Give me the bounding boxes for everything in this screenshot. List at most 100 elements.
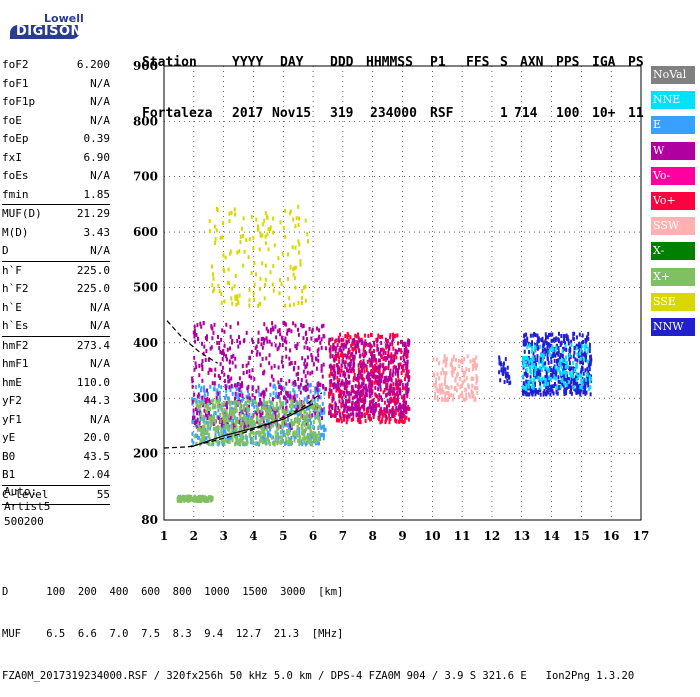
echo-point — [394, 417, 397, 422]
echo-point — [220, 292, 223, 296]
echo-point — [398, 402, 401, 407]
echo-point — [357, 378, 360, 383]
echo-point — [338, 399, 341, 404]
param-value: 20.0 — [83, 431, 111, 444]
echo-point — [194, 407, 197, 412]
echo-point — [342, 343, 345, 348]
echo-point — [298, 435, 301, 439]
echo-point — [293, 266, 296, 271]
echo-point — [272, 405, 275, 410]
echo-point — [392, 391, 395, 396]
echo-point — [361, 413, 364, 418]
echo-point — [253, 396, 256, 400]
echo-point — [304, 409, 307, 414]
echo-point — [238, 335, 240, 340]
echo-point — [373, 380, 376, 385]
echo-point — [332, 393, 335, 398]
echo-point — [201, 401, 204, 406]
echo-point — [306, 382, 309, 387]
x-tick-label: 7 — [339, 529, 347, 543]
echo-point — [193, 415, 196, 420]
echo-point — [377, 387, 380, 392]
echo-point — [294, 265, 297, 270]
echo-point — [203, 415, 206, 420]
echo-point — [311, 413, 314, 418]
echo-point — [213, 373, 216, 378]
echo-point — [257, 402, 260, 407]
echo-point — [360, 384, 363, 389]
echo-points — [176, 204, 593, 503]
echo-point — [265, 413, 268, 418]
echo-point — [318, 419, 321, 424]
echo-point — [337, 367, 340, 372]
echo-point — [370, 391, 373, 396]
echo-point — [563, 387, 566, 392]
echo-point — [504, 357, 507, 362]
echo-point — [269, 270, 272, 275]
echo-point — [197, 406, 200, 411]
echo-point — [395, 368, 398, 373]
echo-point — [306, 337, 308, 342]
echo-point — [344, 353, 347, 358]
echo-point — [339, 373, 342, 378]
echo-point — [306, 435, 308, 440]
echo-point — [252, 291, 255, 296]
echo-point — [472, 367, 474, 372]
echo-point — [290, 419, 293, 424]
echo-point — [328, 373, 331, 378]
echo-point — [362, 386, 365, 390]
echo-point — [295, 432, 298, 437]
param-label: M(D) — [2, 225, 29, 239]
echo-point — [371, 369, 374, 374]
echo-point — [335, 418, 338, 423]
echo-point — [336, 411, 339, 415]
echo-point — [400, 417, 403, 422]
echo-point — [354, 404, 357, 409]
echo-point — [225, 417, 228, 422]
echo-point — [552, 391, 555, 396]
echo-point — [210, 498, 213, 503]
echo-point — [541, 379, 544, 384]
param-row-hEs: h`Es N/A — [2, 317, 110, 336]
echo-point — [373, 340, 375, 345]
echo-point — [204, 357, 207, 362]
echo-point — [248, 420, 251, 425]
echo-point — [251, 393, 254, 398]
echo-point — [314, 411, 317, 416]
echo-point — [362, 407, 365, 412]
echo-point — [406, 382, 409, 386]
echo-point — [318, 437, 320, 441]
echo-point — [270, 406, 272, 411]
echo-point — [402, 400, 405, 405]
echo-point — [589, 379, 592, 384]
echo-point — [220, 430, 223, 435]
echo-point — [315, 435, 318, 440]
echo-point — [201, 359, 204, 363]
echo-point — [247, 416, 250, 421]
echo-point — [373, 342, 376, 347]
echo-point — [272, 391, 275, 396]
echo-point — [297, 404, 300, 409]
echo-point — [443, 377, 446, 382]
echo-point — [374, 407, 377, 412]
echo-point — [540, 359, 543, 364]
param-label: yF2 — [2, 394, 22, 407]
echo-point — [304, 365, 307, 370]
echo-point — [464, 387, 467, 392]
echo-point — [281, 401, 283, 406]
echo-point — [208, 219, 211, 223]
parameters-panel: foF2 6.200 foF1 N/A foF1p N/A foE N/A foEp 0.39 fx… — [2, 56, 110, 505]
echo-point — [211, 336, 214, 341]
echo-point — [296, 413, 299, 418]
echo-point — [387, 354, 389, 358]
echo-point — [191, 431, 194, 436]
echo-point — [584, 338, 587, 343]
echo-point — [471, 394, 474, 399]
echo-point — [241, 430, 244, 434]
echo-point — [539, 388, 542, 393]
echo-point — [255, 410, 258, 415]
echo-point — [550, 373, 553, 378]
echo-point — [532, 360, 535, 365]
echo-point — [334, 353, 337, 358]
echo-point — [275, 391, 278, 396]
